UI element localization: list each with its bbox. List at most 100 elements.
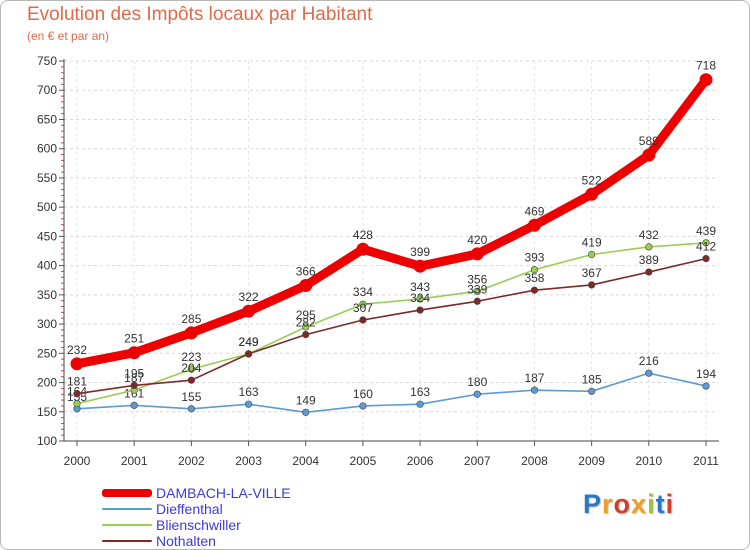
series-3-point-3: [244, 350, 253, 358]
logo-letter-4: i: [647, 489, 656, 519]
series-1-label-6: 163: [410, 385, 430, 399]
series-3-label-0: 181: [67, 375, 87, 389]
series-1-label-10: 216: [639, 354, 659, 368]
y-tick-label-10: 600: [37, 142, 57, 156]
y-tick-label-3: 250: [37, 346, 57, 360]
x-tick-label-1: 2001: [121, 454, 148, 468]
series-1-label-2: 155: [181, 390, 201, 404]
series-3-point-9: [588, 281, 596, 289]
series-0-point-11: [699, 73, 713, 87]
series-0-point-8: [527, 218, 541, 232]
series-0-point-9: [585, 187, 599, 201]
series-3-point-10: [645, 268, 653, 276]
y-tick-label-0: 100: [37, 434, 57, 448]
x-tick-label-3: 2003: [235, 454, 262, 468]
series-2-point-11: [702, 239, 710, 247]
series-line-2: [76, 242, 707, 405]
series-1-point-10: [645, 369, 653, 377]
series-3-label-2: 204: [181, 361, 201, 375]
x-tick-label-0: 2000: [64, 454, 91, 468]
series-0-label-3: 322: [239, 290, 259, 304]
series-2-point-4: [302, 323, 310, 331]
x-tick-label-8: 2008: [521, 454, 548, 468]
series-0-point-6: [413, 259, 427, 273]
series-3-label-9: 367: [582, 266, 602, 280]
logo-letter-2: o: [613, 489, 632, 519]
legend-label-2: Blienschwiller: [156, 517, 241, 533]
series-0-label-4: 366: [296, 264, 316, 278]
series-3-label-6: 324: [410, 291, 430, 305]
series-2-point-9: [588, 250, 596, 259]
x-tick-label-11: 2011: [693, 454, 719, 468]
x-tick-label-6: 2006: [407, 454, 434, 468]
series-3-label-10: 389: [639, 253, 659, 267]
series-2-label-4: 295: [296, 308, 316, 322]
series-2-label-7: 356: [467, 272, 487, 286]
series-2-point-7: [473, 287, 481, 295]
series-1-point-11: [702, 382, 710, 390]
series-1-label-9: 185: [582, 372, 602, 386]
series-1-label-7: 180: [467, 375, 487, 389]
series-line-1: [76, 372, 707, 414]
x-tick-label-2: 2002: [178, 454, 205, 468]
series-1-point-5: [359, 402, 367, 410]
series-0-label-10: 589: [639, 134, 659, 148]
series-3-point-4: [302, 331, 310, 339]
series-1-point-9: [588, 387, 596, 395]
y-tick-label-9: 550: [37, 171, 57, 185]
series-1-label-4: 149: [296, 393, 316, 407]
x-tick-label-9: 2009: [578, 454, 605, 468]
logo-letter-3: x: [631, 489, 648, 519]
series-0-point-4: [299, 278, 313, 292]
series-3-label-1: 195: [124, 366, 144, 380]
series-0-label-9: 522: [582, 173, 602, 187]
series-0-label-7: 420: [467, 233, 487, 247]
series-1-point-2: [187, 405, 195, 413]
series-2-label-2: 223: [181, 350, 201, 364]
series-0-point-1: [127, 346, 141, 360]
series-3-point-6: [416, 306, 424, 314]
y-tick-label-7: 450: [37, 229, 57, 243]
series-2-point-6: [416, 295, 424, 303]
series-3-point-1: [130, 381, 138, 390]
series-3-label-5: 307: [353, 301, 373, 315]
series-0-label-8: 469: [524, 204, 544, 218]
logo-letter-5: t: [655, 489, 666, 519]
series-0-label-6: 399: [410, 245, 430, 259]
series-3-label-11: 412: [696, 240, 716, 254]
series-3-point-11: [702, 255, 710, 263]
series-3-label-8: 358: [524, 271, 544, 285]
series-1-point-3: [244, 400, 253, 408]
series-1-point-1: [130, 401, 138, 409]
series-line-3: [76, 257, 707, 395]
chart-title: Evolution des Impôts locaux par Habitant: [27, 4, 373, 25]
series-3-label-3: 249: [239, 335, 259, 349]
series-2-label-1: 187: [124, 371, 144, 385]
series-line-0: [72, 75, 711, 369]
series-0-point-3: [242, 304, 256, 318]
series-0-point-2: [184, 326, 198, 340]
logo-letter-1: r: [602, 489, 614, 519]
series-1-label-5: 160: [353, 387, 373, 401]
series-2-label-11: 439: [696, 224, 716, 238]
series-1-point-4: [302, 408, 310, 416]
series-3-point-0: [73, 390, 81, 398]
series-0-point-10: [642, 148, 656, 162]
series-2-label-9: 419: [582, 236, 602, 250]
x-tick-label-5: 2005: [350, 454, 377, 468]
y-tick-label-2: 200: [37, 376, 57, 390]
logo-letter-0: P: [583, 489, 603, 519]
legend-swatch-0: [102, 489, 152, 497]
series-1-label-3: 163: [239, 385, 259, 399]
y-tick-label-11: 650: [37, 112, 57, 126]
y-tick-label-1: 150: [37, 405, 57, 419]
series-3-point-7: [473, 297, 481, 305]
y-tick-label-13: 750: [37, 54, 57, 68]
series-1-point-7: [473, 390, 481, 398]
series-2-point-5: [359, 300, 367, 308]
series-0-label-1: 251: [124, 332, 144, 346]
series-0-label-5: 428: [353, 228, 373, 242]
series-2-label-10: 432: [639, 228, 659, 242]
series-3-point-2: [187, 376, 195, 384]
